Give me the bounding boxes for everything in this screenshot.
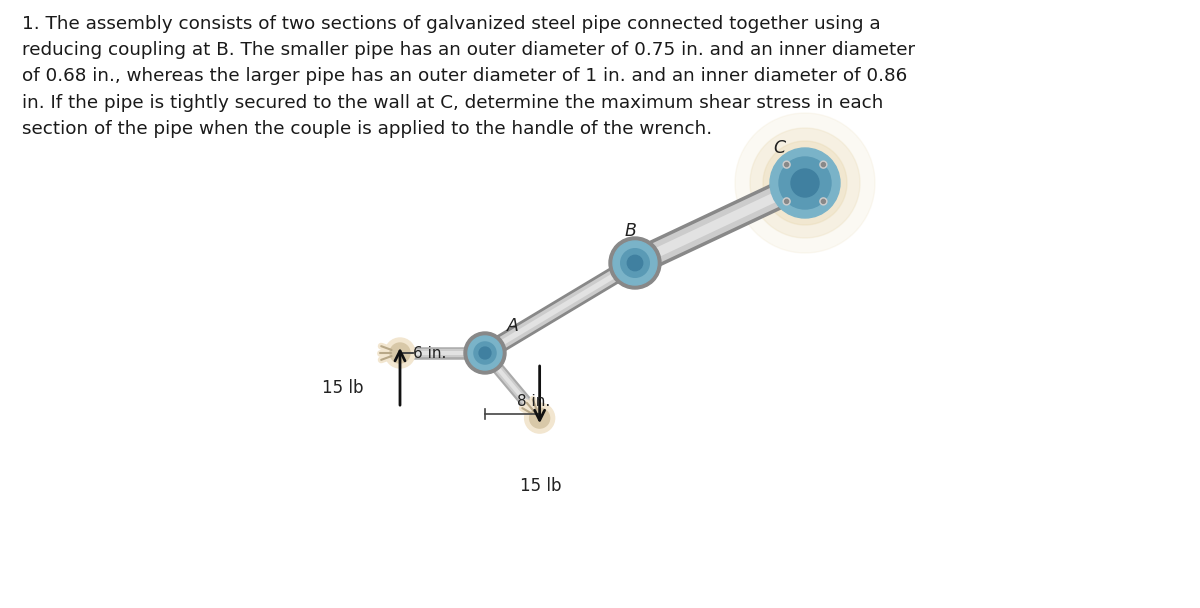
- Circle shape: [385, 338, 415, 368]
- Text: A: A: [506, 317, 518, 335]
- Circle shape: [736, 113, 875, 253]
- Text: C: C: [773, 139, 785, 157]
- Circle shape: [821, 199, 826, 204]
- Circle shape: [785, 162, 788, 167]
- Circle shape: [390, 343, 410, 363]
- Circle shape: [628, 255, 643, 271]
- Circle shape: [791, 169, 820, 197]
- Text: 15 lb: 15 lb: [520, 477, 562, 495]
- Circle shape: [464, 332, 506, 374]
- Circle shape: [770, 148, 840, 218]
- Circle shape: [820, 161, 827, 168]
- Circle shape: [763, 141, 847, 225]
- Text: B: B: [625, 222, 637, 240]
- Circle shape: [820, 198, 827, 205]
- Circle shape: [524, 403, 554, 433]
- Circle shape: [474, 342, 496, 364]
- Text: 1. The assembly consists of two sections of galvanized steel pipe connected toge: 1. The assembly consists of two sections…: [22, 15, 914, 137]
- Circle shape: [779, 157, 832, 209]
- Circle shape: [620, 249, 649, 277]
- Text: 8 in.: 8 in.: [517, 393, 551, 409]
- Circle shape: [529, 408, 550, 428]
- Circle shape: [468, 336, 502, 370]
- Circle shape: [613, 241, 658, 285]
- Text: 15 lb: 15 lb: [322, 379, 364, 397]
- Circle shape: [785, 199, 788, 204]
- Circle shape: [610, 237, 661, 289]
- Circle shape: [821, 162, 826, 167]
- Text: 6 in.: 6 in.: [413, 346, 446, 361]
- Circle shape: [784, 198, 790, 205]
- Circle shape: [784, 161, 790, 168]
- Circle shape: [479, 347, 491, 359]
- Circle shape: [750, 128, 860, 238]
